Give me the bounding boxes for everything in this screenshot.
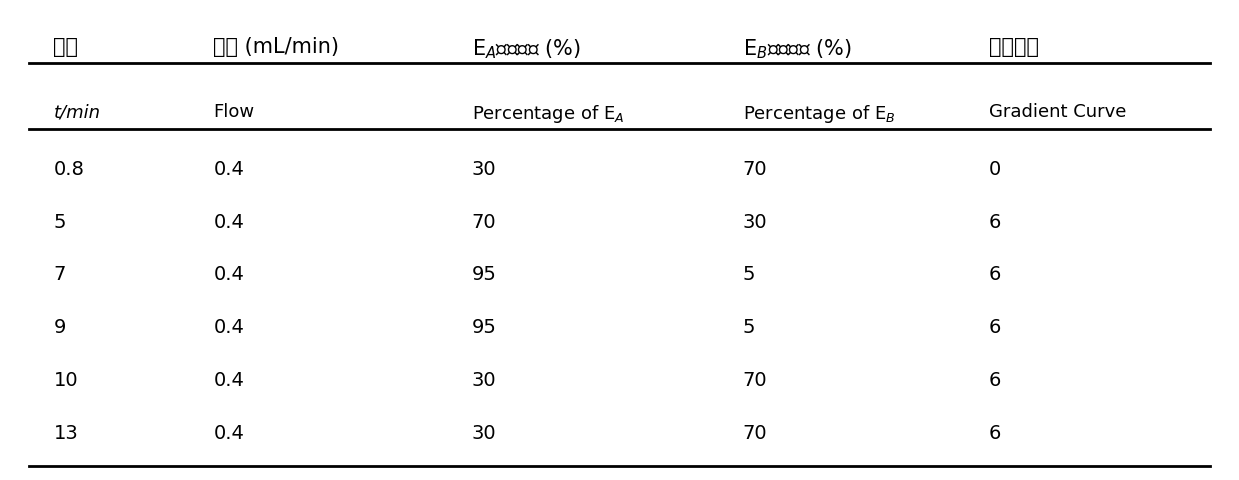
Text: 13: 13 — [53, 424, 78, 443]
Text: 30: 30 — [472, 371, 497, 390]
Text: 梯度曲线: 梯度曲线 — [989, 37, 1038, 57]
Text: 0.4: 0.4 — [213, 424, 244, 443]
Text: 30: 30 — [472, 160, 497, 179]
Text: 9: 9 — [53, 318, 66, 337]
Text: 5: 5 — [53, 213, 66, 232]
Text: Flow: Flow — [213, 103, 254, 121]
Text: 6: 6 — [989, 213, 1001, 232]
Text: 0.4: 0.4 — [213, 213, 244, 232]
Text: 0.4: 0.4 — [213, 160, 244, 179]
Text: 95: 95 — [472, 318, 497, 337]
Text: 7: 7 — [53, 265, 66, 285]
Text: 6: 6 — [989, 424, 1001, 443]
Text: Percentage of E$_A$: Percentage of E$_A$ — [472, 103, 624, 125]
Text: 0.4: 0.4 — [213, 318, 244, 337]
Text: 6: 6 — [989, 371, 1001, 390]
Text: E$_A$的百分比 (%): E$_A$的百分比 (%) — [472, 37, 581, 61]
Text: 70: 70 — [742, 371, 767, 390]
Text: 5: 5 — [742, 318, 755, 337]
Text: 70: 70 — [742, 160, 767, 179]
Text: 70: 70 — [472, 213, 497, 232]
Text: 30: 30 — [472, 424, 497, 443]
Text: 10: 10 — [53, 371, 78, 390]
Text: 流速 (mL/min): 流速 (mL/min) — [213, 37, 339, 57]
Text: 0.8: 0.8 — [53, 160, 84, 179]
Text: 95: 95 — [472, 265, 497, 285]
Text: E$_B$的百分比 (%): E$_B$的百分比 (%) — [742, 37, 851, 61]
Text: 6: 6 — [989, 265, 1001, 285]
Text: 30: 30 — [742, 213, 767, 232]
Text: 5: 5 — [742, 265, 755, 285]
Text: t/min: t/min — [53, 103, 100, 121]
Text: Percentage of E$_B$: Percentage of E$_B$ — [742, 103, 895, 125]
Text: 0.4: 0.4 — [213, 371, 244, 390]
Text: 时间: 时间 — [53, 37, 78, 57]
Text: 0.4: 0.4 — [213, 265, 244, 285]
Text: 70: 70 — [742, 424, 767, 443]
Text: 6: 6 — [989, 318, 1001, 337]
Text: 0: 0 — [989, 160, 1001, 179]
Text: Gradient Curve: Gradient Curve — [989, 103, 1126, 121]
